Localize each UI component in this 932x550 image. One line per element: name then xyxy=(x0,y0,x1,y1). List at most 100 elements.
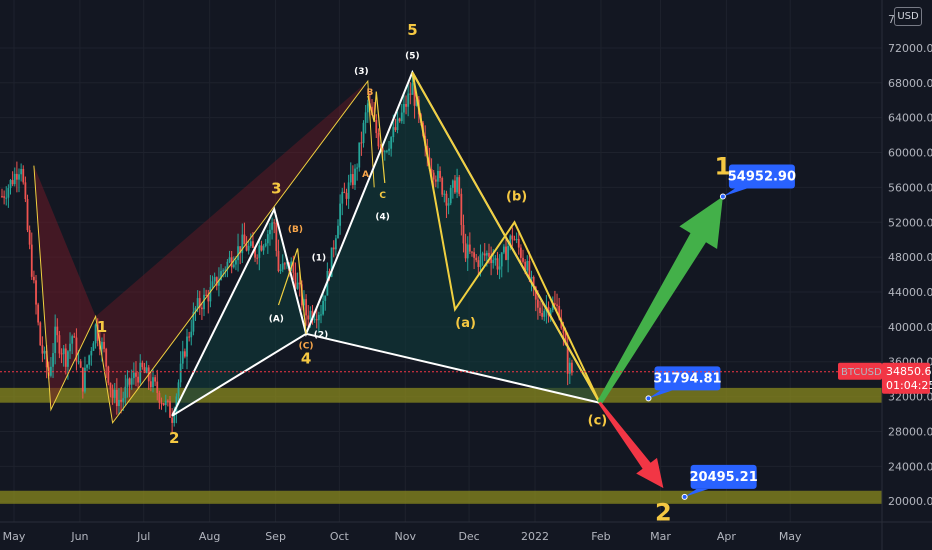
candle-body xyxy=(90,350,93,356)
candle-body xyxy=(307,315,310,320)
candle-body xyxy=(554,303,556,305)
candle-body xyxy=(67,351,69,367)
symbol-tag-background xyxy=(838,362,882,380)
candle-body xyxy=(519,247,522,258)
candle-body xyxy=(7,188,10,198)
candle-body xyxy=(273,222,276,224)
candle-body xyxy=(215,277,218,286)
candle-body xyxy=(111,389,114,398)
candle-body xyxy=(245,244,248,251)
candle-body xyxy=(109,382,112,390)
candle-body xyxy=(15,173,18,180)
wave-label: (b) xyxy=(506,189,527,204)
candlesticks xyxy=(1,70,573,435)
candle-body xyxy=(171,417,174,423)
candle-body xyxy=(505,246,507,260)
current-price-tag: BTCUSD 34850.61 01:04:25 xyxy=(0,362,932,394)
countdown: 01:04:25 xyxy=(886,379,932,392)
candle-body xyxy=(434,179,437,182)
candle-body xyxy=(324,295,327,301)
wave-label: A xyxy=(362,170,369,180)
candle-body xyxy=(334,238,337,250)
candle-body xyxy=(124,386,127,399)
wave-label: 1 xyxy=(715,152,732,180)
candle-body xyxy=(218,280,220,286)
candle-body xyxy=(488,252,490,257)
candle-body xyxy=(181,351,184,364)
candle-body xyxy=(81,367,84,392)
callout-box xyxy=(690,464,757,489)
candle-body xyxy=(345,192,348,199)
candle-body xyxy=(498,266,501,270)
x-tick-label: Jun xyxy=(70,530,88,543)
candle-body xyxy=(203,294,205,310)
candle-body xyxy=(313,319,316,321)
y-tick-label: 56000.00 xyxy=(888,181,932,194)
candle-body xyxy=(541,313,544,317)
candle-body xyxy=(179,363,182,383)
candle-body xyxy=(209,287,212,302)
candle-body xyxy=(536,299,539,308)
candle-body xyxy=(492,259,495,264)
wave-label: 5 xyxy=(407,21,417,39)
candle-body xyxy=(356,167,359,169)
candle-body xyxy=(296,282,299,289)
candle-body xyxy=(126,378,129,387)
projection-arrows xyxy=(597,196,723,489)
candle-body xyxy=(11,180,14,185)
candle-body xyxy=(205,294,208,296)
candle-body xyxy=(169,401,171,418)
candle-body xyxy=(52,353,54,367)
candle-body xyxy=(437,170,439,182)
x-tick-label: Sep xyxy=(265,530,286,543)
candle-body xyxy=(477,260,480,267)
candle-body xyxy=(41,345,44,354)
candle-body xyxy=(160,402,163,404)
candle-body xyxy=(430,169,433,173)
candle-body xyxy=(413,83,416,106)
wave-label: (4) xyxy=(375,213,390,223)
candle-body xyxy=(409,93,412,95)
y-tick-label: 60000.00 xyxy=(888,147,932,160)
candle-body xyxy=(456,177,458,193)
candle-body xyxy=(135,372,137,377)
candle-body xyxy=(471,251,473,253)
candle-body xyxy=(37,304,40,323)
candle-body xyxy=(5,197,8,199)
candle-body xyxy=(473,252,476,258)
candle-body xyxy=(377,133,380,147)
candle-body xyxy=(118,399,120,407)
candle-body xyxy=(115,389,118,407)
candle-body xyxy=(137,376,140,383)
candle-body xyxy=(22,168,25,183)
candle-body xyxy=(1,196,3,198)
candle-body xyxy=(239,246,242,254)
wave-label: (5) xyxy=(405,51,420,61)
candle-body xyxy=(228,257,231,262)
candle-body xyxy=(241,234,244,254)
candle-body xyxy=(500,252,503,267)
candle-body xyxy=(3,196,6,198)
candle-body xyxy=(128,378,131,385)
candle-body xyxy=(358,142,361,168)
candle-body xyxy=(494,258,497,260)
currency-badge[interactable]: USD xyxy=(894,7,922,26)
candle-body xyxy=(530,276,533,279)
yellow-abc-line xyxy=(367,91,386,184)
candle-body xyxy=(211,281,214,288)
last-price: 34850.61 xyxy=(886,365,932,378)
candle-body xyxy=(415,99,418,106)
candle-body xyxy=(58,335,61,354)
candle-body xyxy=(50,366,52,376)
candle-body xyxy=(383,151,386,153)
candle-body xyxy=(35,280,37,305)
candle-body xyxy=(360,142,363,144)
candle-body xyxy=(390,137,393,149)
bullish-projection-arrow xyxy=(597,196,723,405)
candle-body xyxy=(332,247,335,250)
candle-body xyxy=(162,403,165,406)
y-tick-label: 72000.00 xyxy=(888,42,932,55)
candle-body xyxy=(513,239,516,241)
candle-body xyxy=(188,336,191,338)
